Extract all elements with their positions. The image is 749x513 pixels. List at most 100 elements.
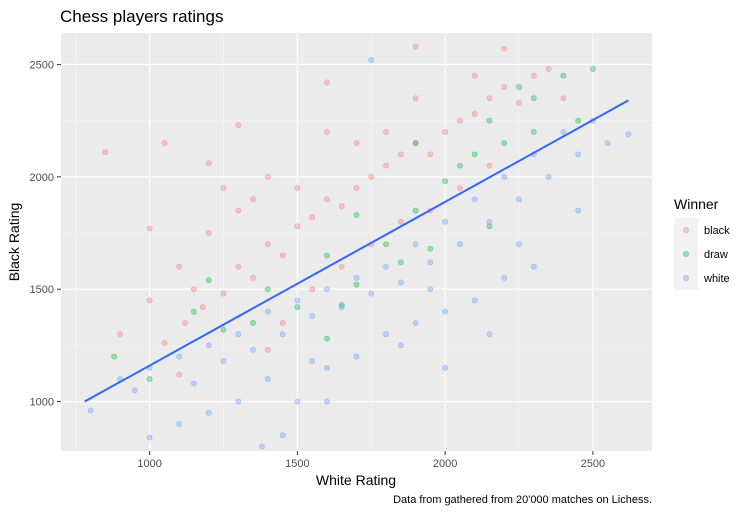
y-axis-title: Black Rating (6, 203, 22, 282)
point-black (161, 140, 168, 147)
point-white (146, 434, 153, 441)
point-draw (412, 207, 419, 214)
point-draw (324, 252, 330, 259)
point-draw (412, 140, 419, 147)
point-black (250, 275, 256, 281)
y-axis: 1000 1500 2000 2500 (30, 59, 61, 409)
grid (61, 33, 652, 451)
point-black (264, 173, 271, 180)
point-black (264, 346, 271, 353)
x-tick-label: 2000 (433, 458, 457, 470)
point-draw (324, 335, 330, 342)
point-black (205, 160, 212, 167)
point-black (294, 185, 301, 191)
point-white (427, 286, 434, 293)
y-tick-label: 2500 (30, 59, 54, 71)
point-black (309, 286, 316, 293)
point-draw (560, 72, 567, 79)
point-draw (111, 353, 118, 360)
point-black (220, 290, 227, 297)
point-draw (442, 178, 449, 185)
x-tick-label: 2500 (581, 458, 605, 470)
point-draw (501, 140, 508, 147)
point-black (220, 185, 227, 191)
point-white (368, 57, 375, 63)
legend-swatch-white (683, 275, 689, 281)
point-white (205, 342, 212, 349)
point-draw (516, 84, 522, 90)
point-black (235, 207, 242, 214)
point-white (353, 353, 360, 360)
point-black (191, 286, 197, 293)
point-draw (220, 326, 227, 333)
point-black (338, 263, 345, 270)
legend-label-draw: draw (704, 249, 728, 261)
point-white (383, 263, 389, 270)
point-white (368, 290, 375, 297)
point-white (501, 173, 508, 180)
point-draw (353, 212, 360, 218)
point-white (176, 421, 183, 427)
point-draw (530, 128, 537, 135)
point-white (353, 275, 360, 281)
point-white (545, 173, 552, 180)
point-draw (486, 223, 493, 230)
point-black (324, 128, 330, 135)
legend-key (674, 242, 698, 266)
chart-title: Chess players ratings (60, 7, 223, 26)
point-white (235, 398, 242, 405)
point-white (131, 387, 138, 394)
point-black (368, 173, 375, 180)
point-white (530, 263, 537, 270)
point-draw (191, 308, 197, 315)
point-white (575, 207, 582, 214)
point-black (324, 79, 330, 86)
x-tick-label: 1000 (137, 458, 161, 470)
point-white (516, 196, 522, 203)
trend-line-group (84, 99, 629, 403)
point-black (516, 99, 522, 106)
point-black (235, 263, 242, 270)
point-draw (397, 259, 404, 266)
chart-caption: Data from gathered from 20'000 matches o… (393, 494, 652, 506)
y-tick-label: 1500 (30, 284, 54, 296)
point-white (397, 342, 404, 349)
y-tick-label: 2000 (30, 172, 54, 184)
point-black (102, 149, 109, 156)
point-draw (427, 245, 434, 252)
point-draw (530, 95, 537, 102)
point-white (442, 364, 449, 371)
point-draw (471, 151, 478, 158)
legend-swatch-draw (683, 251, 689, 257)
data-points (87, 43, 632, 450)
point-draw (575, 117, 582, 124)
point-white (383, 331, 389, 338)
point-white (264, 308, 271, 315)
point-white (279, 432, 286, 439)
point-black (294, 223, 301, 230)
point-black (427, 151, 434, 158)
point-black (501, 45, 508, 52)
point-white (294, 297, 301, 304)
point-white (427, 259, 434, 266)
point-white (625, 131, 632, 138)
point-black (205, 230, 212, 236)
point-white (309, 358, 316, 365)
point-white (516, 241, 522, 248)
point-black (442, 128, 449, 135)
point-white (486, 331, 493, 338)
point-draw (457, 162, 463, 169)
point-black (457, 117, 463, 124)
point-white (279, 331, 286, 338)
point-white (250, 346, 256, 353)
point-black (383, 128, 389, 135)
plot-panel (61, 33, 652, 451)
point-black (324, 196, 330, 203)
point-black (250, 196, 256, 203)
point-draw (294, 304, 301, 311)
point-white (294, 398, 301, 405)
point-black (486, 162, 493, 169)
legend-title: Winner (674, 196, 719, 212)
x-axis: 1000 1500 2000 2500 (137, 451, 605, 470)
point-black (412, 95, 419, 102)
